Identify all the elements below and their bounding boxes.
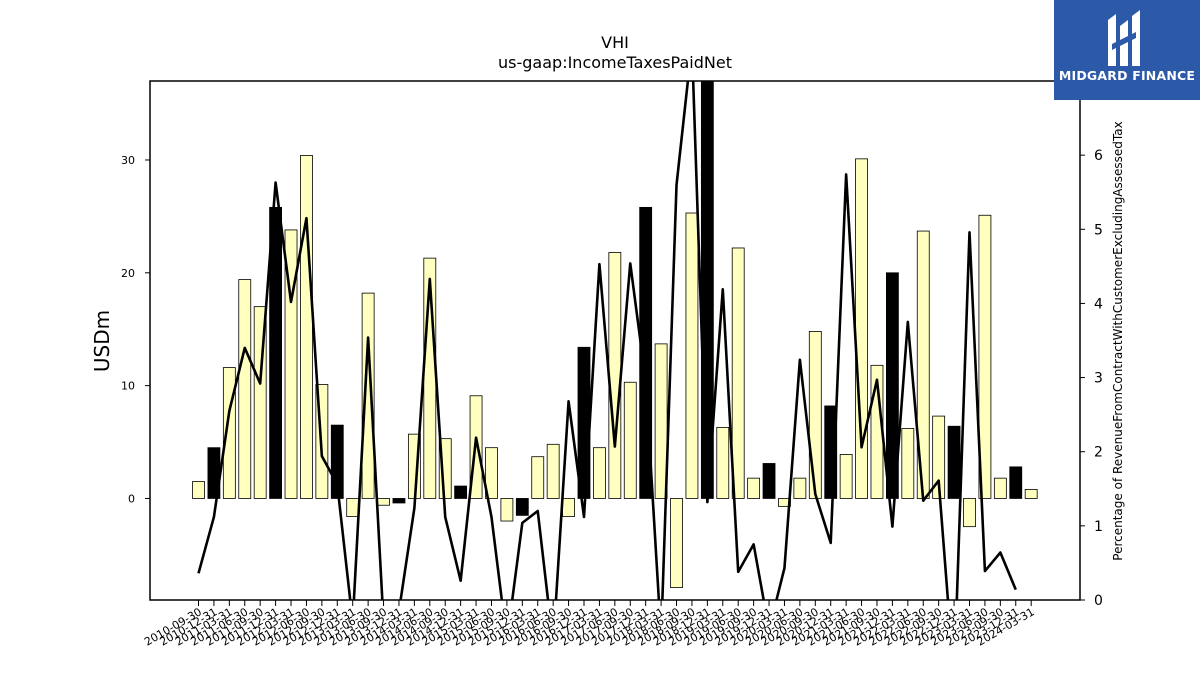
bar bbox=[608, 252, 622, 499]
y2-tick-label: 1 bbox=[1094, 519, 1103, 535]
y2-tick-label: 6 bbox=[1094, 148, 1103, 164]
bar bbox=[361, 292, 375, 499]
midgard-logo-icon bbox=[1108, 10, 1140, 66]
y2-tick-label: 5 bbox=[1094, 222, 1103, 238]
line-path bbox=[197, 81, 1017, 600]
y-tick-label: 0 bbox=[128, 492, 135, 505]
bar bbox=[500, 498, 514, 522]
bar bbox=[963, 498, 976, 528]
bar bbox=[593, 447, 606, 499]
bar bbox=[269, 206, 283, 499]
bar bbox=[238, 279, 252, 499]
bar bbox=[192, 481, 205, 499]
brand-logo: MIDGARD FINANCE bbox=[1054, 0, 1200, 100]
y-tick-label: 20 bbox=[121, 267, 135, 280]
bar bbox=[546, 443, 560, 499]
bar bbox=[515, 498, 529, 516]
brand-name: MIDGARD FINANCE bbox=[1058, 68, 1196, 83]
y2-axis-label: Percentage of RevenueFromContractWithCus… bbox=[1111, 121, 1125, 560]
bar bbox=[808, 331, 822, 499]
bar bbox=[454, 485, 468, 499]
bar bbox=[1024, 489, 1038, 499]
bar bbox=[839, 454, 853, 499]
y-tick-label: 10 bbox=[121, 380, 135, 393]
bar bbox=[762, 463, 776, 499]
bar-series bbox=[192, 81, 1038, 588]
bar bbox=[685, 212, 699, 499]
bar bbox=[623, 381, 637, 499]
bar bbox=[993, 477, 1007, 499]
bar bbox=[886, 272, 899, 499]
y-tick-label: 30 bbox=[121, 154, 135, 167]
bar bbox=[1009, 466, 1023, 499]
y2-tick-label: 4 bbox=[1094, 296, 1103, 312]
bar bbox=[284, 229, 298, 499]
plot-frame bbox=[149, 80, 1081, 601]
bar bbox=[947, 425, 961, 499]
chart-title: VHI bbox=[601, 33, 629, 52]
bar bbox=[978, 214, 992, 499]
bar bbox=[793, 477, 807, 499]
y-axis-label: USDm bbox=[90, 310, 114, 372]
bar bbox=[392, 498, 406, 504]
bar bbox=[731, 247, 745, 499]
bar bbox=[747, 477, 761, 499]
bar bbox=[562, 498, 575, 517]
y2-tick-label: 0 bbox=[1094, 593, 1103, 609]
y-axis-ticks: 0 10 20 30 bbox=[121, 154, 150, 505]
bar bbox=[901, 428, 915, 499]
x-axis-ticks: 2010-09-302010-12-312011-03-312011-06-30… bbox=[142, 600, 1037, 649]
bar bbox=[300, 155, 313, 499]
bar bbox=[932, 415, 946, 499]
bar bbox=[531, 456, 545, 499]
y2-tick-label: 2 bbox=[1094, 445, 1103, 461]
bar bbox=[716, 426, 730, 499]
line-series bbox=[197, 81, 1017, 600]
bar bbox=[670, 498, 683, 588]
bar bbox=[654, 343, 668, 499]
y2-tick-label: 3 bbox=[1094, 371, 1103, 387]
bar bbox=[346, 498, 360, 517]
bar bbox=[377, 498, 390, 506]
chart-subtitle: us-gaap:IncomeTaxesPaidNet bbox=[498, 53, 732, 72]
y2-axis-ticks: 0 1 2 3 4 5 6 bbox=[1080, 148, 1103, 609]
bar bbox=[485, 447, 498, 499]
